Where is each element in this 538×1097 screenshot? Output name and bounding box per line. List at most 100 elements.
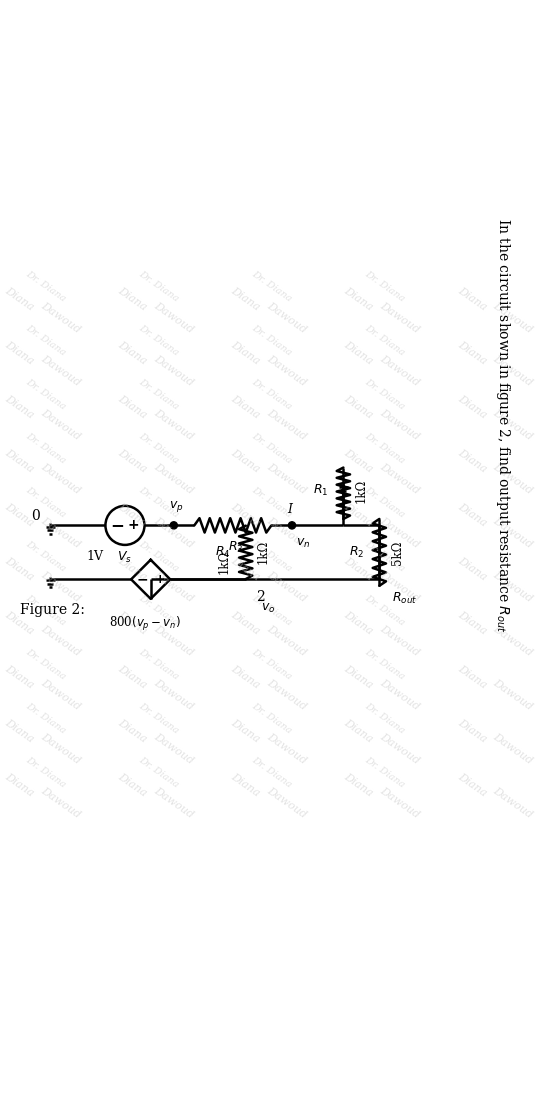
- Text: Dawoud: Dawoud: [152, 785, 195, 821]
- Text: Dr. Diana: Dr. Diana: [363, 647, 406, 681]
- Text: 800$(v_p - v_n)$: 800$(v_p - v_n)$: [109, 615, 181, 633]
- Text: +: +: [128, 519, 139, 532]
- Text: Dawoud: Dawoud: [152, 299, 195, 335]
- Text: Diana: Diana: [343, 717, 375, 745]
- Text: Dawoud: Dawoud: [378, 299, 422, 335]
- Text: Diana: Diana: [343, 340, 375, 366]
- Text: Dr. Diana: Dr. Diana: [24, 324, 67, 358]
- Text: Dawoud: Dawoud: [378, 354, 422, 388]
- Text: Dr. Diana: Dr. Diana: [250, 270, 293, 304]
- Text: Dawoud: Dawoud: [378, 569, 422, 604]
- Text: Diana: Diana: [3, 555, 36, 583]
- Text: Dawoud: Dawoud: [39, 732, 82, 766]
- Text: $v_p$: $v_p$: [169, 499, 183, 514]
- Text: Dawoud: Dawoud: [491, 516, 535, 551]
- Text: $v_n$: $v_n$: [296, 536, 310, 550]
- Text: Dr. Diana: Dr. Diana: [137, 270, 180, 304]
- Text: Diana: Diana: [456, 664, 488, 690]
- Text: Diana: Diana: [116, 501, 149, 529]
- Text: Dr. Diana: Dr. Diana: [137, 377, 180, 411]
- Text: Figure 2:: Figure 2:: [19, 603, 84, 618]
- Text: Dr. Diana: Dr. Diana: [363, 324, 406, 358]
- Text: Dr. Diana: Dr. Diana: [24, 485, 67, 519]
- Text: Dawoud: Dawoud: [39, 624, 82, 658]
- Text: Diana: Diana: [343, 285, 375, 313]
- Text: Dr. Diana: Dr. Diana: [250, 485, 293, 519]
- Text: Dawoud: Dawoud: [152, 516, 195, 551]
- Text: In the circuit shown in figure 2, find output resistance $R_{out}$: In the circuit shown in figure 2, find o…: [494, 218, 512, 633]
- Text: Dawoud: Dawoud: [491, 732, 535, 766]
- Text: Dr. Diana: Dr. Diana: [137, 324, 180, 358]
- Text: −: −: [110, 517, 124, 534]
- Text: 1kΩ: 1kΩ: [217, 550, 230, 574]
- Text: Dr. Diana: Dr. Diana: [250, 755, 293, 789]
- Text: Dawoud: Dawoud: [378, 785, 422, 821]
- Text: Diana: Diana: [343, 394, 375, 420]
- Text: Diana: Diana: [116, 717, 149, 745]
- Text: Dawoud: Dawoud: [265, 624, 309, 658]
- Circle shape: [288, 522, 295, 529]
- Text: Dr. Diana: Dr. Diana: [137, 431, 180, 465]
- Text: Dawoud: Dawoud: [378, 516, 422, 551]
- Text: $R_3$: $R_3$: [228, 540, 243, 555]
- Text: Diana: Diana: [229, 771, 262, 799]
- Text: Dawoud: Dawoud: [39, 354, 82, 388]
- Text: Dr. Diana: Dr. Diana: [250, 593, 293, 627]
- Text: +: +: [154, 573, 165, 586]
- Text: Dr. Diana: Dr. Diana: [363, 701, 406, 735]
- Text: Dawoud: Dawoud: [265, 785, 309, 821]
- Text: 5kΩ: 5kΩ: [391, 540, 404, 565]
- Text: Diana: Diana: [3, 664, 36, 690]
- Text: Dr. Diana: Dr. Diana: [363, 270, 406, 304]
- Text: Diana: Diana: [229, 555, 262, 583]
- Text: Diana: Diana: [229, 394, 262, 420]
- Text: 2: 2: [256, 589, 265, 603]
- Text: Dawoud: Dawoud: [265, 299, 309, 335]
- Text: Dawoud: Dawoud: [378, 624, 422, 658]
- Text: Dawoud: Dawoud: [491, 299, 535, 335]
- Text: Dr. Diana: Dr. Diana: [137, 593, 180, 627]
- Text: Dawoud: Dawoud: [491, 569, 535, 604]
- Text: Diana: Diana: [3, 717, 36, 745]
- Text: 1V: 1V: [87, 550, 104, 563]
- Text: Dawoud: Dawoud: [152, 732, 195, 766]
- Text: Diana: Diana: [116, 394, 149, 420]
- Text: Dawoud: Dawoud: [152, 678, 195, 712]
- Text: 1kΩ: 1kΩ: [257, 540, 270, 565]
- Text: Dr. Diana: Dr. Diana: [24, 593, 67, 627]
- Text: Dr. Diana: Dr. Diana: [250, 647, 293, 681]
- Text: 0: 0: [31, 509, 39, 523]
- Text: Diana: Diana: [116, 285, 149, 313]
- Text: $v_o$: $v_o$: [261, 602, 275, 615]
- Text: Dr. Diana: Dr. Diana: [250, 377, 293, 411]
- Text: Diana: Diana: [229, 285, 262, 313]
- Text: Diana: Diana: [343, 448, 375, 475]
- Text: Dr. Diana: Dr. Diana: [24, 539, 67, 574]
- Text: I: I: [287, 504, 292, 516]
- Text: Dr. Diana: Dr. Diana: [363, 755, 406, 789]
- Text: Diana: Diana: [3, 340, 36, 366]
- Text: Dawoud: Dawoud: [39, 516, 82, 551]
- Text: Dr. Diana: Dr. Diana: [24, 647, 67, 681]
- Text: Dr. Diana: Dr. Diana: [250, 701, 293, 735]
- Text: Diana: Diana: [116, 664, 149, 690]
- Text: Dawoud: Dawoud: [491, 624, 535, 658]
- Circle shape: [170, 522, 178, 529]
- Text: Dawoud: Dawoud: [152, 569, 195, 604]
- Text: Dawoud: Dawoud: [265, 462, 309, 497]
- Text: Dr. Diana: Dr. Diana: [363, 377, 406, 411]
- Text: Diana: Diana: [343, 610, 375, 636]
- Text: Dawoud: Dawoud: [152, 624, 195, 658]
- Text: Diana: Diana: [343, 501, 375, 529]
- Text: Diana: Diana: [3, 394, 36, 420]
- Text: Diana: Diana: [456, 610, 488, 636]
- Text: Dawoud: Dawoud: [152, 408, 195, 442]
- Text: Diana: Diana: [3, 771, 36, 799]
- Text: Diana: Diana: [229, 501, 262, 529]
- Text: Dr. Diana: Dr. Diana: [24, 431, 67, 465]
- Text: Diana: Diana: [456, 771, 488, 799]
- Text: Dr. Diana: Dr. Diana: [137, 755, 180, 789]
- Text: Dr. Diana: Dr. Diana: [137, 701, 180, 735]
- Text: 1kΩ: 1kΩ: [355, 478, 367, 502]
- Text: Diana: Diana: [3, 610, 36, 636]
